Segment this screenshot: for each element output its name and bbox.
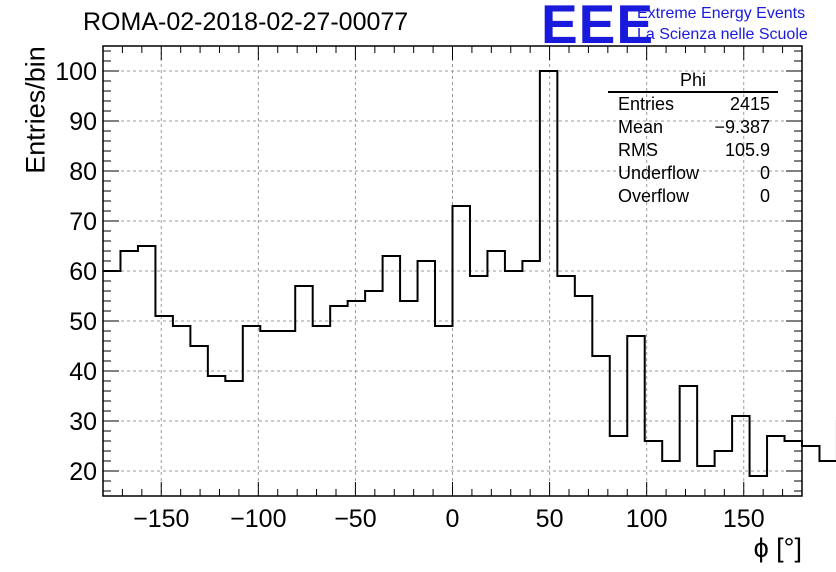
stats-label: Underflow [618,163,700,183]
y-tick-label: 30 [69,408,97,436]
eee-logo: EEE [541,0,655,55]
x-tick-label: −100 [230,505,286,533]
x-tick-label: −150 [133,505,189,533]
stats-row: Entries 2415 [608,93,778,116]
stats-value: 2415 [729,94,770,114]
x-tick-label: 100 [626,505,668,533]
x-tick-label: 150 [723,505,765,533]
histogram-series [103,70,836,477]
y-tick-label: 70 [69,208,97,236]
logo-caption-line1: Extreme Energy Events [637,5,806,22]
stats-label: Overflow [618,186,690,206]
stats-box: Phi Entries 2415 Mean −9.387 RMS 105.9 U… [608,70,778,208]
stats-value: 0 [759,186,770,206]
axis-ticks [103,46,802,496]
x-tick-label: −50 [334,505,376,533]
y-tick-label: 20 [69,458,97,486]
tick-labels: −150 −100 −50 0 50 100 150 20 30 40 50 60 70 80 90 100 [55,58,764,533]
stats-value: 0 [759,163,770,183]
stats-title: Phi [608,70,778,93]
y-tick-label: 50 [69,308,97,336]
y-tick-label: 60 [69,258,97,286]
x-axis-label: ϕ [°] [753,533,802,563]
stats-row: Overflow 0 [608,185,778,208]
y-tick-label: 100 [55,58,97,86]
y-tick-label: 90 [69,108,97,136]
stats-value: −9.387 [714,117,770,137]
y-tick-label: 40 [69,358,97,386]
stats-row: RMS 105.9 [608,139,778,162]
stats-label: Mean [618,117,664,137]
y-tick-label: 80 [69,158,97,186]
stats-value: 105.9 [724,140,770,160]
stats-row: Underflow 0 [608,162,778,185]
x-tick-label: 0 [446,505,460,533]
stats-label: RMS [618,140,658,160]
stats-row: Mean −9.387 [608,116,778,139]
logo-caption-line2: La Scienza nelle Scuole [637,26,808,43]
y-axis-label: Entries/bin [20,46,51,174]
stats-label: Entries [618,94,675,114]
x-tick-label: 50 [536,505,564,533]
chart-title: ROMA-02-2018-02-27-00077 [83,8,409,36]
logo-caption: Extreme Energy Events La Scienza nelle S… [637,3,808,45]
